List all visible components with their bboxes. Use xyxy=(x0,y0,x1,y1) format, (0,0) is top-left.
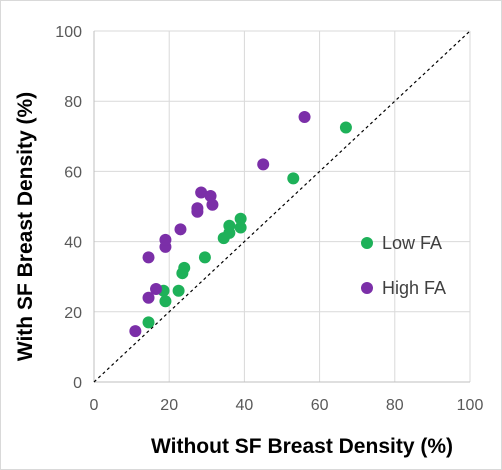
x-tick-label: 100 xyxy=(457,397,484,414)
data-point xyxy=(172,284,185,297)
data-point xyxy=(159,233,172,246)
data-point xyxy=(142,251,155,264)
y-tick-label: 40 xyxy=(64,235,82,252)
data-point xyxy=(206,198,219,211)
legend-marker xyxy=(361,237,373,249)
series-low-fa xyxy=(142,121,352,329)
data-point xyxy=(198,251,211,264)
axes xyxy=(93,31,470,383)
data-point xyxy=(142,316,155,329)
data-point xyxy=(174,223,187,236)
y-tick-label: 60 xyxy=(64,164,82,181)
data-point xyxy=(195,186,208,199)
y-tick-label: 0 xyxy=(73,375,82,392)
x-tick-label: 20 xyxy=(160,397,178,414)
series-high-fa xyxy=(129,110,311,338)
x-tick-label: 40 xyxy=(236,397,254,414)
identity-reference-line xyxy=(93,30,471,383)
data-point xyxy=(129,325,142,338)
data-point xyxy=(223,219,236,232)
legend-label: High FA xyxy=(382,278,446,298)
data-point xyxy=(142,291,155,304)
data-point xyxy=(159,295,172,308)
x-axis-title: Without SF Breast Density (%) xyxy=(151,435,453,458)
tick-labels: 0 20 40 60 80 100 0 20 40 60 80 100 xyxy=(55,24,483,414)
data-point xyxy=(234,212,247,225)
data-point xyxy=(150,282,163,295)
y-axis-title: With SF Breast Density (%) xyxy=(14,92,37,361)
y-tick-label: 100 xyxy=(55,24,82,41)
data-point xyxy=(298,110,311,123)
gridlines xyxy=(94,30,471,382)
data-points xyxy=(129,110,352,338)
x-tick-label: 80 xyxy=(386,397,404,414)
data-point xyxy=(234,221,247,234)
legend-item: High FA xyxy=(361,278,446,298)
legend-marker xyxy=(361,282,373,294)
data-point xyxy=(191,202,204,215)
data-point xyxy=(287,172,300,185)
x-tick-label: 0 xyxy=(90,397,99,414)
legend-item: Low FA xyxy=(361,233,442,253)
legend: Low FA High FA xyxy=(361,233,446,298)
data-point xyxy=(257,158,270,171)
x-tick-label: 60 xyxy=(311,397,329,414)
y-tick-label: 80 xyxy=(64,94,82,111)
y-tick-label: 20 xyxy=(64,305,82,322)
legend-label: Low FA xyxy=(382,233,442,253)
data-point xyxy=(178,261,191,274)
data-point xyxy=(339,121,352,134)
